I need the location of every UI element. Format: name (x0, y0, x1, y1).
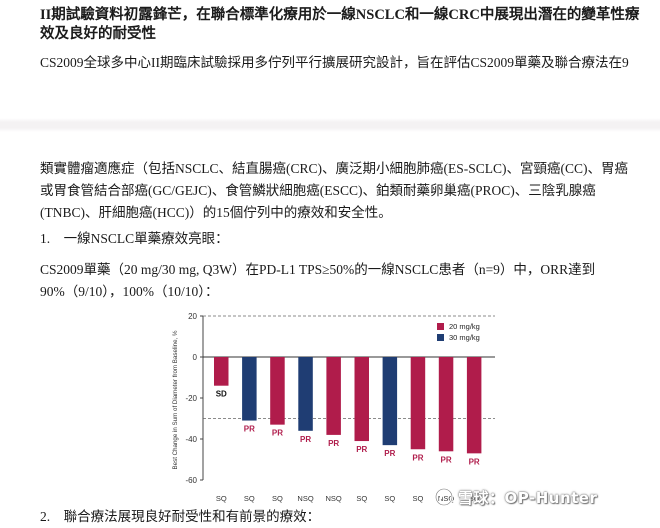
y-tick-label: -40 (185, 435, 197, 444)
bar (466, 357, 482, 454)
legend-swatch (437, 334, 444, 341)
x-tick-label: SQ (244, 494, 255, 503)
bar (410, 357, 426, 450)
y-tick-label: -60 (185, 476, 197, 485)
x-tick-label: SQ (384, 494, 395, 503)
legend-label: 20 mg/kg (449, 322, 480, 331)
x-tick-label: NSQ (297, 494, 313, 503)
bar-response-label: PR (469, 457, 480, 466)
legend-label: 30 mg/kg (449, 333, 480, 342)
bar (214, 357, 229, 386)
y-axis-label: Best Change in Sum of Diameter from Base… (172, 330, 179, 469)
bar (242, 357, 257, 421)
bar (326, 357, 341, 435)
snowball-logo-icon (434, 487, 454, 507)
bar (382, 357, 398, 446)
bar (438, 357, 454, 452)
x-tick-label: SQ (356, 494, 367, 503)
article-heading: II期試驗資料初露鋒芒，在聯合標準化療用於一線NSCLC和一線CRC中展現出潛在… (40, 7, 640, 42)
bar-response-label: PR (328, 439, 339, 448)
x-tick-label: SQ (413, 494, 424, 503)
legend-swatch (437, 323, 444, 330)
x-tick-label: NSQ (326, 494, 342, 503)
bar (298, 357, 313, 431)
orr-paragraph: CS2009單藥（20 mg/30 mg, Q3W）在PD-L1 TPS≥50%… (40, 262, 596, 299)
bar-response-label: SD (216, 390, 227, 399)
bar-response-label: PR (384, 449, 395, 458)
section-divider (0, 118, 660, 132)
bar-response-label: PR (412, 453, 423, 462)
x-tick-label: NSQ (438, 494, 454, 503)
bar (270, 357, 285, 425)
y-tick-label: -20 (185, 394, 197, 403)
indications-paragraph: 類實體瘤適應症（包括NSCLC、結直腸癌(CRC)、廣泛期小細胞肺癌(ES-SC… (40, 161, 629, 220)
section-heading-1: 1. 一線NSCLC單藥療效亮眼： (40, 231, 229, 246)
section-heading-2: 2. 聯合療法展現良好耐受性和有前景的療效： (40, 509, 321, 524)
bar-response-label: PR (244, 425, 255, 434)
bar-response-label: PR (300, 435, 311, 444)
x-tick-label: SQ (469, 494, 480, 503)
y-tick-label: 20 (188, 313, 197, 321)
watermark-text: 雪球：OP-Hunter (458, 489, 598, 507)
bar (354, 357, 369, 442)
x-tick-label: SQ (272, 494, 283, 503)
bar-response-label: PR (440, 455, 451, 464)
intro-paragraph: CS2009全球多中心II期臨床試驗採用多佇列平行擴展研究設計，旨在評估CS20… (40, 55, 629, 70)
y-tick-label: 0 (193, 353, 198, 362)
waterfall-chart: 20 0 -20 -40 -60 Best Change in Sum of Diamet… (165, 313, 505, 513)
bar-response-label: PR (272, 429, 283, 438)
waterfall-chart-svg: 20 0 -20 -40 -60 Best Change in Sum of Diamet… (172, 313, 495, 503)
x-tick-label: SQ (216, 494, 227, 503)
bar-response-label: PR (356, 445, 367, 454)
